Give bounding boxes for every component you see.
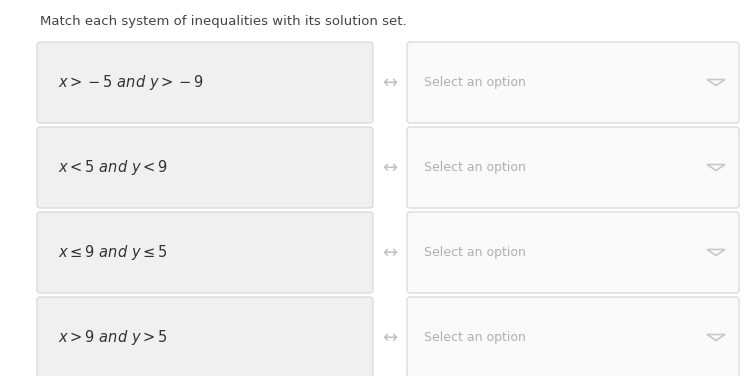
FancyBboxPatch shape [407, 297, 739, 376]
FancyBboxPatch shape [37, 127, 373, 208]
Text: Match each system of inequalities with its solution set.: Match each system of inequalities with i… [40, 15, 407, 29]
Text: Select an option: Select an option [424, 161, 526, 174]
FancyBboxPatch shape [37, 212, 373, 293]
Text: $x > -5$ and $y > -9$: $x > -5$ and $y > -9$ [58, 73, 204, 92]
Text: Select an option: Select an option [424, 331, 526, 344]
FancyBboxPatch shape [37, 42, 373, 123]
FancyBboxPatch shape [407, 42, 739, 123]
FancyBboxPatch shape [407, 212, 739, 293]
Text: ↔: ↔ [383, 244, 398, 261]
Text: Select an option: Select an option [424, 76, 526, 89]
Text: $x > 9$ and $y > 5$: $x > 9$ and $y > 5$ [58, 328, 168, 347]
Text: ↔: ↔ [383, 73, 398, 91]
Text: ↔: ↔ [383, 159, 398, 176]
FancyBboxPatch shape [37, 297, 373, 376]
Text: Select an option: Select an option [424, 246, 526, 259]
Text: $x < 5$ and $y < 9$: $x < 5$ and $y < 9$ [58, 158, 168, 177]
Text: $x \leq 9$ and $y \leq 5$: $x \leq 9$ and $y \leq 5$ [58, 243, 168, 262]
Text: ↔: ↔ [383, 329, 398, 347]
FancyBboxPatch shape [407, 127, 739, 208]
